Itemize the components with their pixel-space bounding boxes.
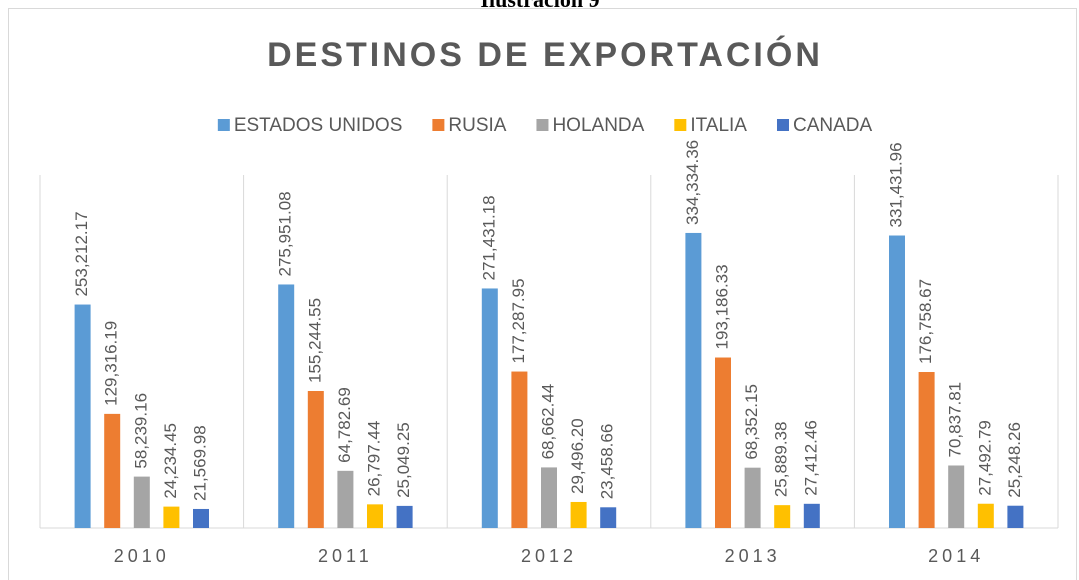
data-label: 271,431.18: [479, 195, 498, 280]
legend-label: HOLANDA: [552, 115, 644, 136]
bar: [803, 503, 820, 528]
data-label: 24,234.45: [161, 423, 180, 499]
bar: [307, 390, 324, 528]
bar: [977, 503, 994, 528]
legend-swatch: [536, 119, 549, 131]
data-label: 275,951.08: [276, 191, 295, 276]
bar: [918, 372, 935, 528]
bar: [1007, 505, 1024, 528]
bar: [337, 470, 354, 528]
chart-border: [8, 8, 1077, 580]
legend-swatch: [217, 119, 230, 131]
data-label: 129,316.19: [102, 321, 121, 406]
data-label: 25,248.26: [1005, 422, 1024, 498]
bar: [600, 507, 617, 528]
bar: [511, 371, 528, 528]
data-label: 334,334.36: [683, 140, 702, 225]
data-label: 155,244.55: [305, 298, 324, 383]
bar: [948, 465, 965, 528]
bar: [685, 232, 702, 528]
bar: [774, 505, 791, 528]
bar: [104, 413, 121, 528]
bar: [278, 284, 295, 528]
data-label: 331,431.96: [886, 142, 905, 227]
x-tick-label: 2012: [521, 546, 577, 566]
bar: [396, 505, 413, 528]
caption: Ilustración 9: [480, 0, 599, 12]
bar: [367, 504, 383, 528]
data-label: 27,492.79: [975, 420, 994, 496]
bar: [74, 304, 91, 528]
data-label: 23,458.66: [598, 424, 617, 500]
bar: [570, 501, 587, 528]
data-label: 177,287.95: [509, 278, 528, 363]
bar: [744, 467, 761, 528]
x-tick-label: 2014: [928, 546, 984, 566]
legend-label: ITALIA: [690, 115, 747, 136]
bar: [889, 235, 905, 528]
data-label: 253,212.17: [72, 211, 91, 296]
bar: [193, 508, 209, 528]
data-label: 26,797.44: [364, 421, 383, 497]
bar: [481, 288, 498, 528]
legend-label: ESTADOS UNIDOS: [234, 115, 403, 136]
bar: [133, 476, 150, 528]
legend-swatch: [432, 119, 445, 131]
data-label: 68,662.44: [538, 384, 557, 460]
data-label: 29,496.20: [568, 418, 587, 494]
data-label: 58,239.16: [131, 393, 150, 469]
x-tick-label: 2010: [114, 546, 170, 566]
x-tick-label: 2011: [318, 546, 373, 566]
data-label: 27,412.46: [801, 420, 820, 496]
legend-swatch: [674, 119, 687, 131]
legend-swatch: [776, 119, 789, 131]
data-label: 193,186.33: [712, 264, 731, 349]
data-label: 176,758.67: [916, 279, 935, 364]
bar: [163, 506, 180, 528]
bar: [715, 357, 731, 528]
bar: [541, 467, 557, 528]
legend-label: CANADA: [793, 115, 873, 136]
data-label: 70,837.81: [946, 382, 965, 458]
x-tick-label: 2013: [725, 546, 781, 566]
data-label: 25,049.25: [394, 422, 413, 498]
data-label: 64,782.69: [335, 387, 354, 463]
chart-title: DESTINOS DE EXPORTACIÓN: [267, 36, 823, 74]
data-label: 21,569.98: [190, 425, 209, 501]
data-label: 68,352.15: [742, 384, 761, 460]
data-label: 25,889.38: [772, 422, 791, 498]
legend-label: RUSIA: [448, 115, 506, 136]
